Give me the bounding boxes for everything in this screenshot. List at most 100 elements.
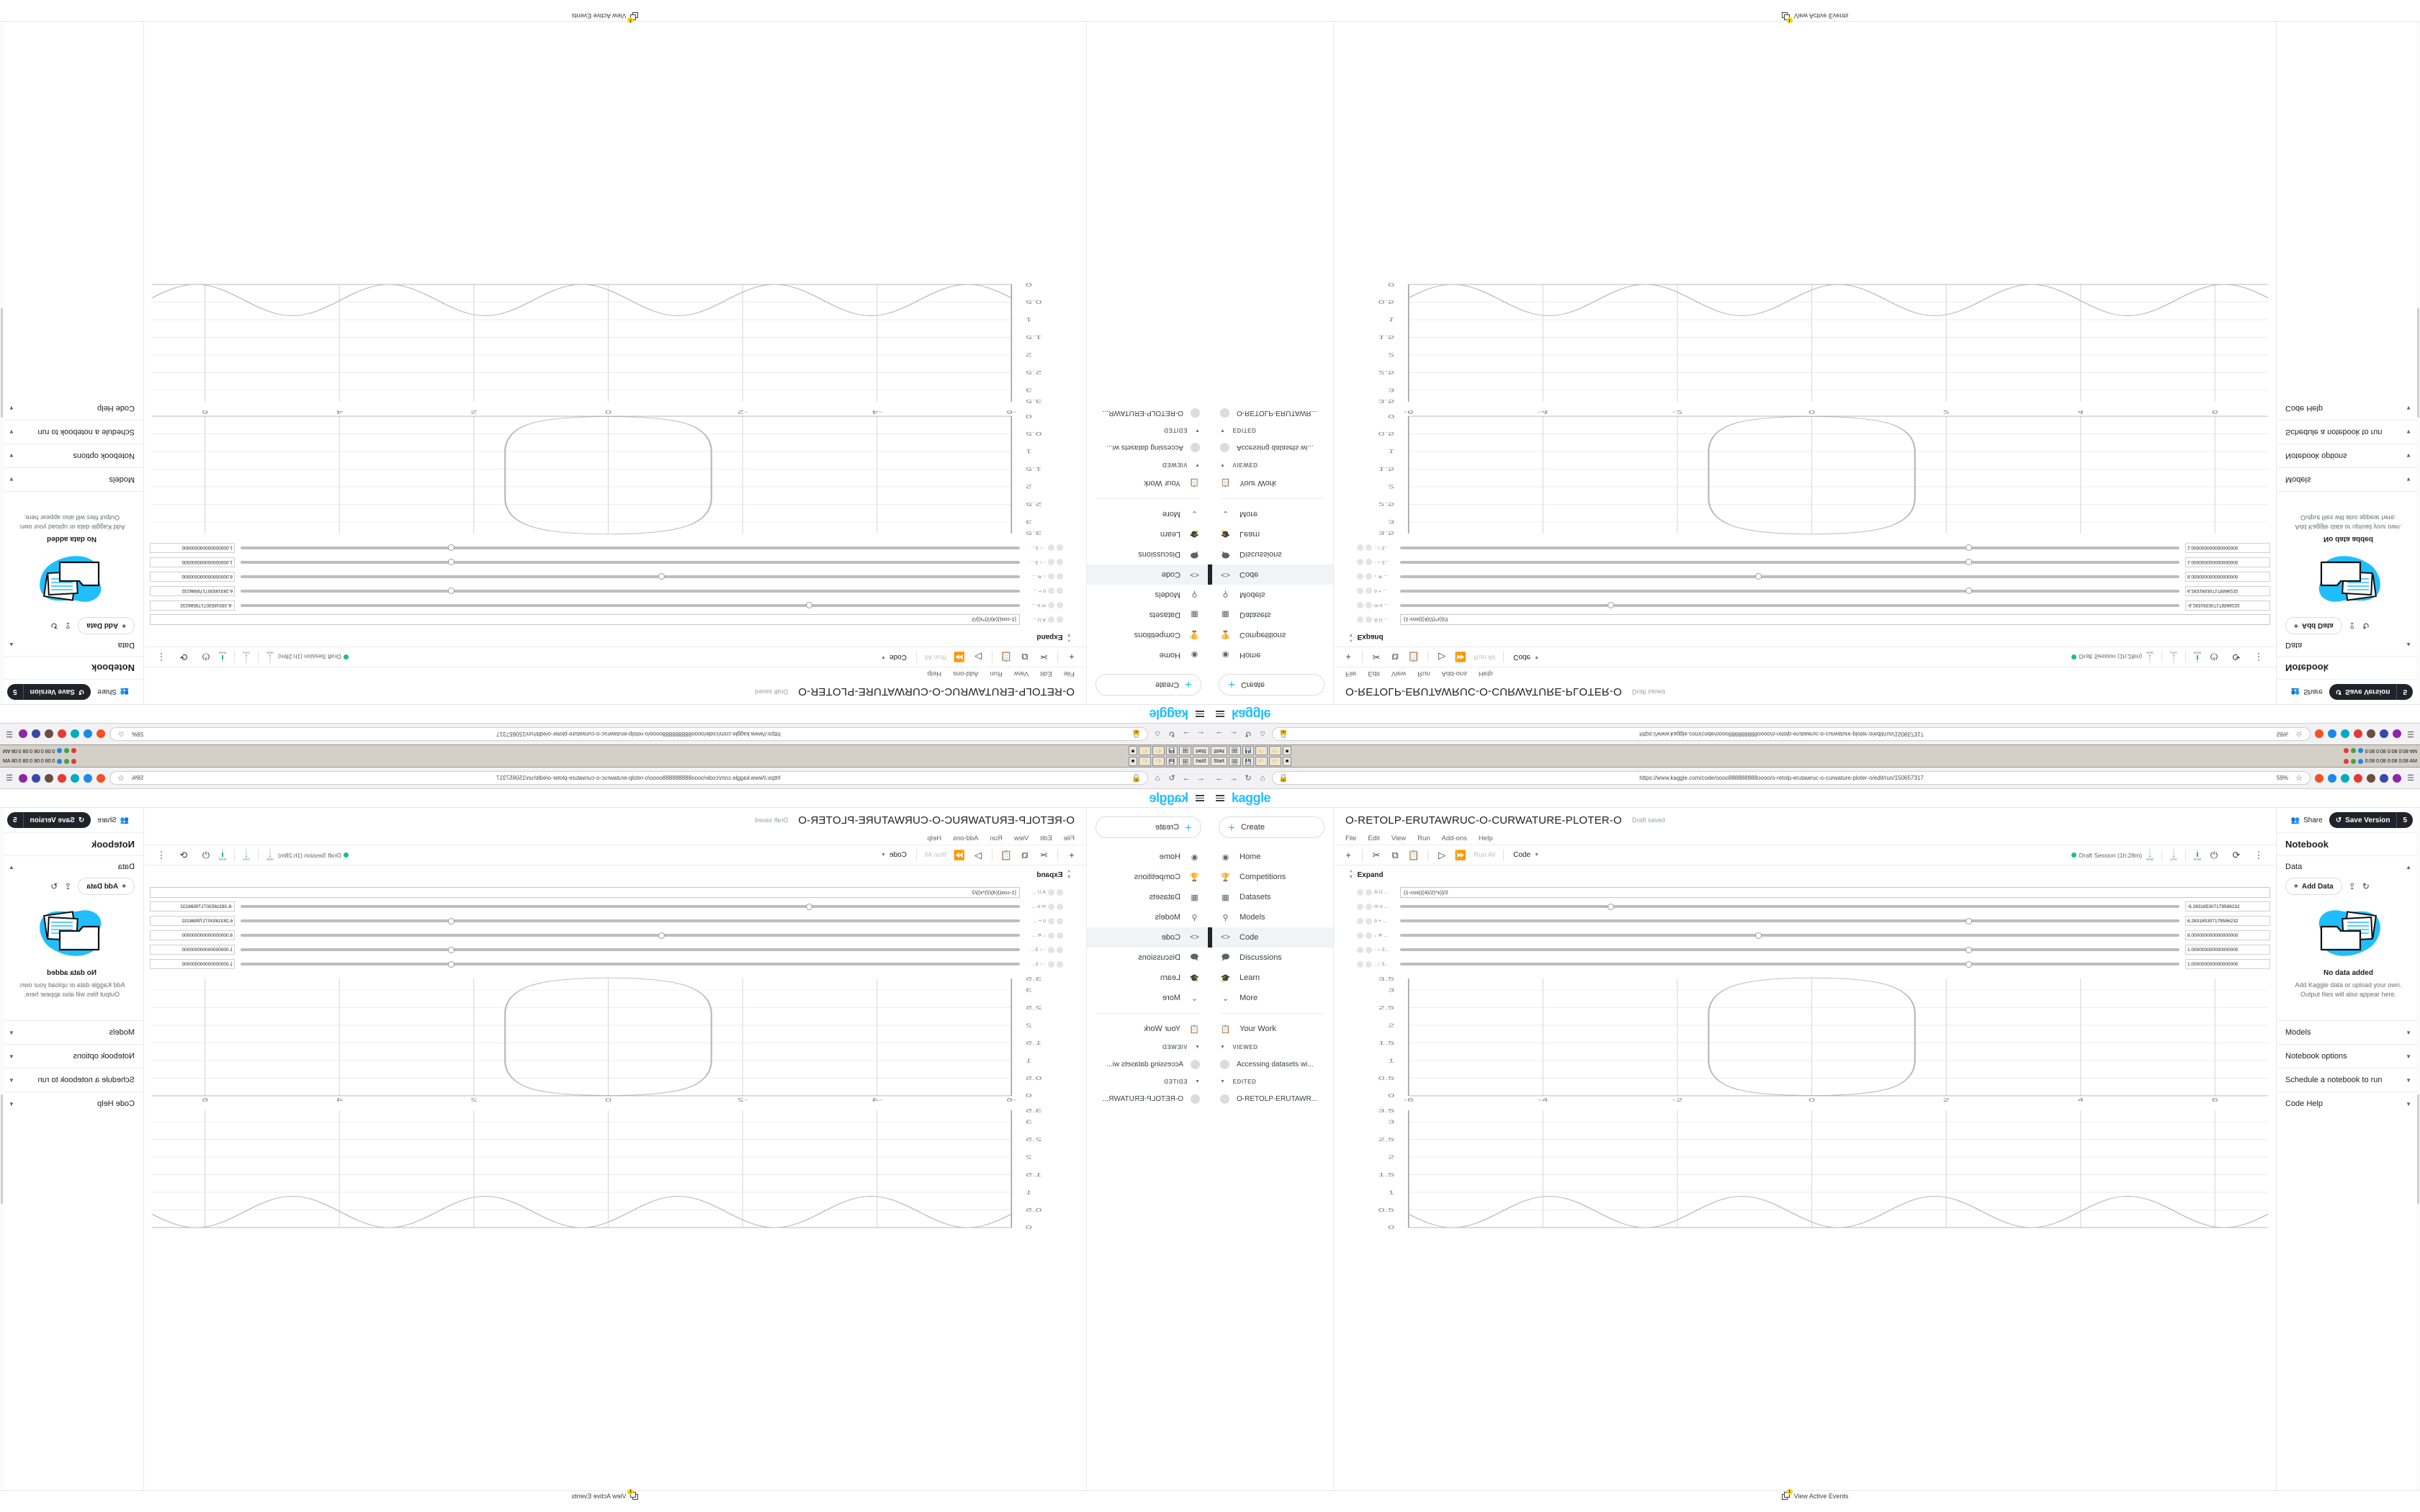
- section-notebook-options[interactable]: Notebook options ▼: [0, 444, 143, 468]
- forward-arrow-icon[interactable]: →: [1229, 773, 1238, 783]
- restart-icon[interactable]: ⟳: [179, 849, 188, 860]
- widget-row-slider[interactable]: ↓ ≋ ... 8.000000000000000000: [1357, 928, 2270, 942]
- widget-row-slider[interactable]: : ○ 3... 1.000000000000000000: [150, 541, 1063, 555]
- system-tray[interactable]: 0:08 0:08 0:08 0:08 AM: [2343, 759, 2420, 764]
- forward-arrow-icon[interactable]: →: [1182, 729, 1191, 739]
- browser-chrome[interactable]: ← → ↻ ⌂ 🔒 https://www.kaggle.com/code/oo…: [0, 723, 1210, 744]
- kaggle-logo[interactable]: kaggle: [1232, 791, 1271, 805]
- section-models[interactable]: Models ▼: [0, 1020, 143, 1045]
- extension-icon[interactable]: [45, 729, 53, 739]
- slider-track[interactable]: [1400, 573, 2179, 580]
- menu-view[interactable]: View: [1391, 834, 1407, 842]
- taskbar-item[interactable]: 🖼: [1179, 746, 1192, 755]
- sync-icon[interactable]: ↻: [50, 621, 58, 631]
- slider-value[interactable]: 1.000000000000000000: [2185, 945, 2270, 955]
- extension-icon[interactable]: [2393, 773, 2401, 783]
- slider-knob[interactable]: [1966, 917, 1973, 924]
- formula-input[interactable]: (1-cos(((4)/2)*x))/2: [150, 886, 1020, 898]
- menu-run[interactable]: Run: [990, 670, 1003, 678]
- share-button[interactable]: 👥 Share: [97, 816, 129, 824]
- data-section[interactable]: Data ▲ + Add Data ⇪ ↻: [2277, 491, 2420, 657]
- taskbar-item[interactable]: ■: [1128, 757, 1138, 766]
- slider-value[interactable]: 6.283185307179586232: [2185, 586, 2270, 596]
- widget-row-slider[interactable]: - ○ 3... 1.000000000000000000: [150, 942, 1063, 957]
- section-code-help[interactable]: Code Help ▼: [0, 396, 143, 420]
- sidebar-item-datasets[interactable]: ▦ Datasets: [1087, 605, 1210, 625]
- recent-item[interactable]: Accessing datasets wi...: [1210, 1055, 1333, 1074]
- widget-panel[interactable]: A U ... (1-cos(((4)/2)*x))/2 m o ... -6.…: [144, 541, 1086, 630]
- browser-chrome[interactable]: ← → ↻ ⌂ 🔒 https://www.kaggle.com/code/oo…: [0, 768, 1210, 789]
- extension-icon[interactable]: [2380, 773, 2388, 783]
- home-icon[interactable]: ⌂: [1155, 729, 1160, 739]
- sidebar-item-learn[interactable]: 🎓 Learn: [1087, 968, 1210, 988]
- play-icon[interactable]: ▷: [1438, 849, 1446, 860]
- widget-row-slider[interactable]: o + ... 6.283185307179586232: [150, 914, 1063, 928]
- section-schedule-notebook[interactable]: Schedule a notebook to run ▼: [0, 1068, 143, 1092]
- slider-track[interactable]: [241, 588, 1020, 595]
- sidebar-item-datasets[interactable]: ▦ Datasets: [1210, 605, 1333, 625]
- tray-icon[interactable]: [2350, 759, 2356, 764]
- sidebar-item-more[interactable]: ⌄ More: [1210, 988, 1333, 1008]
- slider-knob[interactable]: [447, 917, 454, 924]
- sidebar-item-your-work[interactable]: 📋 Your Work: [1087, 473, 1210, 493]
- extension-icon[interactable]: [2393, 729, 2401, 739]
- extension-icon[interactable]: [2341, 773, 2349, 783]
- kaggle-logo[interactable]: kaggle: [1232, 707, 1271, 721]
- group-header-edited[interactable]: ▼ EDITED: [1087, 423, 1210, 438]
- expand-toggle[interactable]: ^ v Expand: [144, 865, 1086, 882]
- sidebar-item-models[interactable]: ⚲ Models: [1087, 907, 1210, 927]
- sidebar-item-models[interactable]: ⚲ Models: [1210, 907, 1333, 927]
- slider-knob[interactable]: [1755, 573, 1762, 580]
- forward-arrow-icon[interactable]: →: [1229, 729, 1238, 739]
- zoom-level[interactable]: 59%: [132, 775, 144, 781]
- sidebar-item-home[interactable]: ◉ Home: [1210, 847, 1333, 867]
- widget-row-slider[interactable]: - ○ 3... 1.000000000000000000: [150, 555, 1063, 570]
- add-data-row[interactable]: + Add Data ⇪ ↻: [9, 617, 135, 634]
- group-header-edited[interactable]: ▼ EDITED: [1087, 1074, 1210, 1089]
- slider-knob[interactable]: [1966, 588, 1973, 595]
- taskbar-item[interactable]: ■: [1282, 757, 1292, 766]
- create-button[interactable]: + Create: [1219, 674, 1325, 696]
- taskbar-item[interactable]: 🌕: [1269, 757, 1281, 766]
- section-models[interactable]: Models ▼: [2277, 467, 2420, 492]
- widget-row-slider[interactable]: ↓ ≋ ... 8.000000000000000000: [150, 928, 1063, 942]
- sidebar-actions[interactable]: 👥 Share ↺ Save Version 5: [2277, 680, 2420, 704]
- extension-icon[interactable]: [97, 773, 105, 783]
- menu-addons[interactable]: Add-ons: [1441, 670, 1467, 678]
- active-events-bar[interactable]: 1 View Active Events: [0, 1489, 1210, 1500]
- sidebar-item-datasets[interactable]: ▦ Datasets: [1087, 887, 1210, 907]
- star-icon[interactable]: ☆: [2295, 729, 2303, 738]
- star-icon[interactable]: ☆: [117, 729, 125, 738]
- power-icon[interactable]: ⏻: [202, 849, 210, 860]
- sidebar-actions[interactable]: 👥 Share ↺ Save Version 5: [0, 680, 143, 704]
- sidebar-item-competitions[interactable]: 🏆 Competitions: [1210, 867, 1333, 887]
- widget-row-slider[interactable]: : ○ 3... 1.000000000000000000: [1357, 541, 2270, 555]
- hamburger-menu-icon[interactable]: [1216, 711, 1224, 717]
- sidebar-actions[interactable]: 👥 Share ↺ Save Version 5: [2277, 808, 2420, 832]
- create-button[interactable]: + Create: [1095, 816, 1201, 838]
- vertical-scrollbar[interactable]: [2416, 808, 2420, 1490]
- extension-icon[interactable]: [2328, 773, 2336, 783]
- extension-icon[interactable]: [19, 773, 27, 783]
- slider-track[interactable]: [1400, 960, 2179, 968]
- cell-type-select[interactable]: Code ▼: [1509, 851, 1543, 859]
- menu-file[interactable]: File: [1063, 834, 1075, 842]
- reload-icon[interactable]: ↻: [1245, 774, 1252, 783]
- slider-value[interactable]: 1.000000000000000000: [2185, 543, 2270, 553]
- section-notebook-options[interactable]: Notebook options ▼: [2277, 444, 2420, 468]
- slider-track[interactable]: [1400, 544, 2179, 552]
- extension-icon[interactable]: [58, 773, 66, 783]
- data-section-header[interactable]: Data ▲: [9, 641, 135, 649]
- taskbar-item[interactable]: 💾: [1242, 757, 1255, 766]
- slider-track[interactable]: [241, 903, 1020, 910]
- active-events-bar[interactable]: 1 View Active Events: [1210, 12, 2420, 23]
- power-icon[interactable]: ⏻: [202, 652, 210, 663]
- paste-icon[interactable]: 📋: [1407, 849, 1420, 860]
- quadrant-top-right[interactable]: Start 🖼 💾 🌕 🌕 ■ 0:08 0:08 0:08 0:08 AM ←…: [1210, 0, 2420, 756]
- slider-value[interactable]: 8.000000000000000000: [150, 572, 235, 582]
- extension-icon[interactable]: [2341, 729, 2349, 739]
- right-sidebar[interactable]: 👥 Share ↺ Save Version 5 Notebook Data ▲…: [2276, 808, 2420, 1490]
- sidebar-actions[interactable]: 👥 Share ↺ Save Version 5: [0, 808, 143, 832]
- sidebar-item-competitions[interactable]: 🏆 Competitions: [1210, 625, 1333, 645]
- menu-run[interactable]: Run: [990, 834, 1003, 842]
